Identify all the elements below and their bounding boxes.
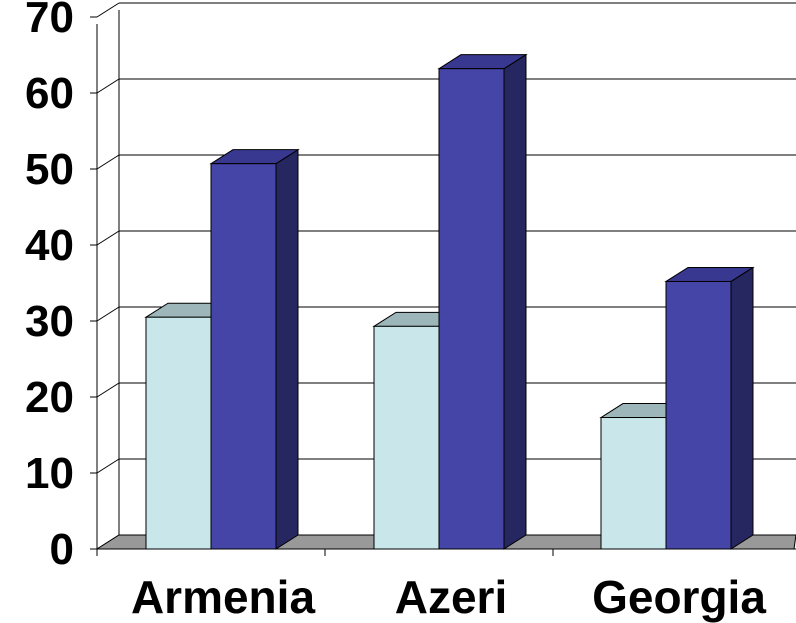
gridline-diagonal xyxy=(96,2,120,18)
gridline-diagonal xyxy=(96,78,120,94)
bar-side xyxy=(730,266,754,550)
x-axis-category-labels: Armenia Azeri Georgia xyxy=(131,571,766,623)
bar-front xyxy=(438,68,505,550)
bar xyxy=(664,266,755,550)
y-tick-label: 50 xyxy=(25,145,74,194)
y-tick-label: 20 xyxy=(25,373,74,422)
gridline-diagonal xyxy=(96,458,120,474)
y-tick-label: 40 xyxy=(25,221,74,270)
gridline-diagonal xyxy=(96,154,120,170)
y-tick-label: 70 xyxy=(25,0,74,42)
bar-side xyxy=(275,148,299,550)
x-category-label: Georgia xyxy=(592,571,766,623)
gridline-diagonal xyxy=(96,382,120,398)
y-axis-tick-labels: 0 10 20 30 40 50 60 70 xyxy=(25,0,74,574)
gridline-diagonal xyxy=(96,230,120,246)
bar xyxy=(437,53,528,550)
bar-front xyxy=(145,316,212,550)
bar-side xyxy=(503,53,527,550)
bar-front xyxy=(600,417,667,550)
y-tick-label: 0 xyxy=(50,525,74,574)
bar xyxy=(209,148,300,550)
bar-front xyxy=(373,325,440,550)
gridline-diagonal xyxy=(96,306,120,322)
y-tick-label: 60 xyxy=(25,69,74,118)
bar xyxy=(372,311,463,550)
bar-front xyxy=(665,280,732,550)
bars xyxy=(144,53,755,550)
bar-front xyxy=(210,163,277,550)
y-tick-label: 30 xyxy=(25,297,74,346)
x-category-label: Azeri xyxy=(395,571,507,623)
bar xyxy=(144,302,235,550)
x-category-label: Armenia xyxy=(131,571,315,623)
y-tick-label: 10 xyxy=(25,449,74,498)
